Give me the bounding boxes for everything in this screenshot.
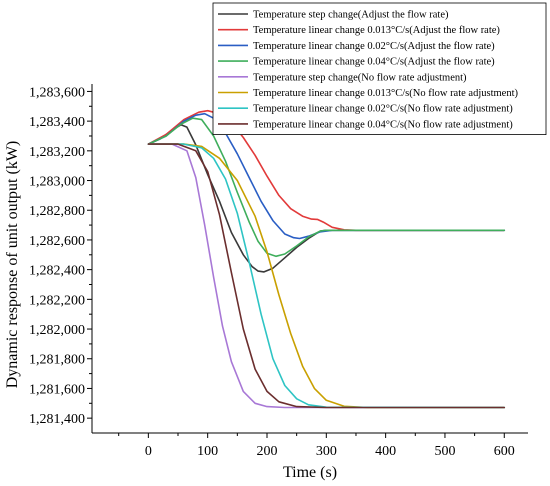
series-line-7 [147,143,506,409]
y-tick-label: 1,281,600 [29,382,85,397]
legend-label-6: Temperature linear change 0.013°C/s(No f… [253,88,519,99]
series-line-8 [147,143,506,409]
legend-label-5: Temperature step change(No flow rate adj… [253,72,467,83]
y-tick-label: 1,283,000 [29,175,85,190]
x-tick-label: 200 [256,444,277,459]
series-line-6 [147,143,506,409]
legend-label-1: Temperature step change(Adjust the flow … [253,10,449,21]
x-tick-label: 100 [197,444,218,459]
y-tick-label: 1,282,800 [29,204,85,219]
legend-label-7: Temperature linear change 0.02°C/s(No fl… [253,104,513,115]
y-tick-label: 1,282,400 [29,264,85,279]
series-line-5 [147,143,506,409]
series-line-4 [147,117,506,258]
y-axis-title: Dynamic response of unit output (kW) [4,141,21,389]
legend-label-2: Temperature linear change 0.013°C/s(Adju… [253,25,500,36]
axes-layer [91,84,528,434]
x-tick-label: 500 [434,444,455,459]
series-layer [147,109,506,409]
legend-label-4: Temperature linear change 0.04°C/s(Adjus… [253,57,495,68]
y-tick-label: 1,282,600 [29,234,85,249]
y-tick-label: 1,281,400 [29,412,85,427]
y-tick-label: 1,283,600 [29,85,85,100]
x-axis-title: Time (s) [283,464,337,481]
ticks-layer: 1,281,400 1,281,600 1,281,800 1,282,000 1,28… [29,85,515,459]
series-line-1 [147,124,506,273]
x-tick-label: 300 [316,444,337,459]
y-tick-label: 1,283,400 [29,115,85,130]
legend-label-3: Temperature linear change 0.02°C/s(Adjus… [253,41,495,52]
legend: Temperature step change(Adjust the flow … [212,2,547,136]
y-tick-label: 1,282,000 [29,323,85,338]
series-line-2 [147,109,506,232]
y-tick-label: 1,282,200 [29,293,85,308]
legend-label-8: Temperature linear change 0.04°C/s(No fl… [253,119,513,130]
x-tick-label: 400 [375,444,396,459]
x-tick-label: 0 [145,444,152,459]
y-tick-label: 1,283,200 [29,145,85,160]
legend-box [212,2,547,136]
y-tick-label: 1,281,800 [29,353,85,368]
x-tick-label: 600 [494,444,515,459]
